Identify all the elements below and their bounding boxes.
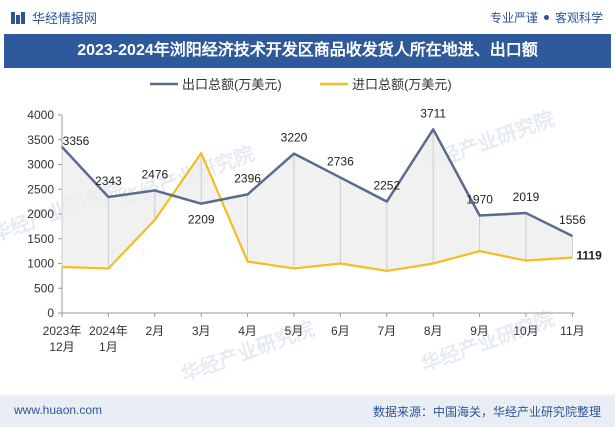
y-tick-label: 1000 xyxy=(27,257,54,271)
x-tick-label: 5月 xyxy=(285,324,304,338)
dot-icon xyxy=(543,15,549,20)
y-tick-label: 2500 xyxy=(27,182,54,196)
tagline-right: 客观科学 xyxy=(554,11,603,25)
x-tick-label: 4月 xyxy=(238,324,257,338)
y-tick-label: 0 xyxy=(47,306,54,320)
watermark-text: 华经产业研究院 xyxy=(418,306,558,376)
export-data-label: 1556 xyxy=(559,213,586,227)
x-tick-label: 2024年 xyxy=(89,324,128,338)
legend: 出口总额(万美元) 进口总额(万美元) xyxy=(150,77,452,92)
x-tick-label: 9月 xyxy=(470,324,489,338)
y-tick-label: 500 xyxy=(34,281,54,295)
export-series-line xyxy=(61,128,573,238)
legend-export-label: 出口总额(万美元) xyxy=(182,77,282,92)
area-fill xyxy=(61,129,573,271)
x-tick-label: 1月 xyxy=(99,340,118,354)
export-data-label: 2736 xyxy=(327,155,354,169)
series-lines xyxy=(61,128,573,273)
legend-import-label: 进口总额(万美元) xyxy=(352,77,452,92)
brand: 华经情报网 xyxy=(10,8,97,27)
chart: 华经产业研究院华经产业研究院华经产业研究院华经产业研究院华经产业研究院 出口总额… xyxy=(0,77,602,387)
y-tick-label: 3500 xyxy=(27,133,54,147)
tagline-left: 专业严谨 xyxy=(489,11,538,25)
import-series-line xyxy=(61,152,573,273)
x-tick-label: 6月 xyxy=(331,324,350,338)
export-data-label: 2209 xyxy=(188,213,215,227)
brand-name: 华经情报网 xyxy=(32,11,98,26)
x-tick-label: 11月 xyxy=(560,324,584,338)
top-bar: 华经情报网 专业严谨 客观科学 xyxy=(0,0,615,34)
import-data-label: 1119 xyxy=(576,249,602,263)
data-labels: 3356 2343 2476 2209 2396 3220 2736 2252 3711 1970… xyxy=(63,106,602,262)
x-tick-label: 2023年 xyxy=(43,324,82,338)
x-tick-label: 10月 xyxy=(513,324,538,338)
export-data-label: 2476 xyxy=(141,167,168,181)
area-between-series xyxy=(62,129,573,271)
export-data-label: 1970 xyxy=(466,192,493,206)
y-tick-label: 4000 xyxy=(27,108,54,122)
export-data-label: 3356 xyxy=(63,134,90,148)
export-data-label: 2252 xyxy=(373,179,400,193)
x-tick-label: 8月 xyxy=(424,324,443,338)
export-data-label: 3711 xyxy=(420,106,446,120)
x-axis: 2023年 12月 2024年 1月 2月 3月 4月 5月 6月 7月 8月 9月 10月 11月 xyxy=(43,312,585,354)
export-data-label: 2343 xyxy=(95,174,122,188)
footer-bar: www.huaon.com 数据来源：中国海关，华经产业研究院整理 xyxy=(0,395,615,427)
export-data-label: 2396 xyxy=(234,171,261,185)
y-tick-label: 1500 xyxy=(27,232,54,246)
footer-source: 数据来源：中国海关，华经产业研究院整理 xyxy=(372,405,601,419)
title-bar: 2023-2024年浏阳经济技术开发区商品收发货人所在地进、出口额 xyxy=(4,34,611,68)
x-tick-label: 12月 xyxy=(49,340,74,354)
tagline: 专业严谨 客观科学 xyxy=(490,9,603,26)
y-tick-label: 3000 xyxy=(27,158,54,172)
y-tick-label: 2000 xyxy=(27,207,54,221)
footer-site: www.huaon.com xyxy=(14,403,103,417)
chart-title: 2023-2024年浏阳经济技术开发区商品收发货人所在地进、出口额 xyxy=(77,42,538,59)
export-data-label: 2019 xyxy=(513,190,540,204)
logo-icon xyxy=(11,11,25,24)
x-tick-label: 3月 xyxy=(192,324,211,338)
x-tick-label: 2月 xyxy=(145,324,164,338)
export-data-label: 3220 xyxy=(281,131,308,145)
x-tick-label: 7月 xyxy=(377,324,396,338)
